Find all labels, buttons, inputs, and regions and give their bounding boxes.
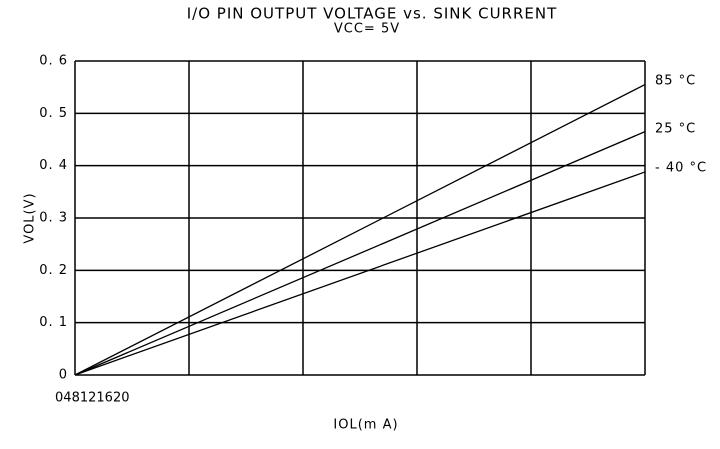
x-axis-label: IOL(m A) [333,418,398,433]
y-tick-label: 0. 6 [39,54,68,69]
y-tick-label: 0. 4 [39,158,68,173]
y-tick-label: 0. 1 [39,315,68,330]
series-line [74,83,646,376]
series-line [74,131,646,376]
chart-subtitle: VCC= 5V [334,22,400,37]
x-tick-label: 12 [80,391,97,406]
chart-title: I/O PIN OUTPUT VOLTAGE vs. SINK CURRENT [187,5,558,23]
legend-label: - 40 °C [655,161,707,176]
y-tick-label: 0. 2 [39,263,68,278]
y-tick-label: 0 [59,368,68,383]
x-tick-label: 0 [55,391,63,406]
legend-label: 85 °C [655,74,696,89]
y-tick-label: 0. 3 [39,211,68,226]
x-tick-label: 16 [96,391,113,406]
y-axis-label: VOL(V) [23,192,38,243]
y-tick-label: 0. 5 [39,106,68,121]
x-tick-label: 8 [72,391,80,406]
x-tick-label: 20 [113,391,130,406]
x-tick-label: 4 [63,391,71,406]
series-line [74,171,646,376]
legend-label: 25 °C [655,122,696,137]
